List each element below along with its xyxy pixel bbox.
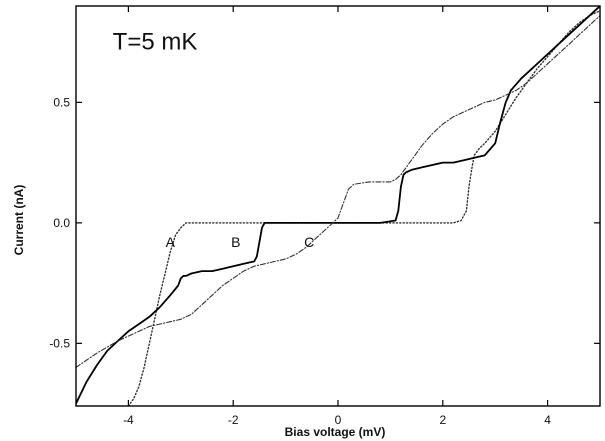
x-tick-label: -2 xyxy=(228,413,239,427)
x-tick-label: 4 xyxy=(544,413,551,427)
y-tick-label: -0.5 xyxy=(49,336,70,350)
y-tick-label: 0.5 xyxy=(53,95,70,109)
series-line-b xyxy=(76,6,600,405)
temperature-annotation: T=5 mK xyxy=(113,28,198,55)
y-tick-label: 0.0 xyxy=(53,216,70,230)
x-tick-label: -4 xyxy=(123,413,134,427)
x-tick-label: 0 xyxy=(335,413,342,427)
y-axis-label: Current (nA) xyxy=(12,185,26,256)
axes: -4 -2 0 2 4 0.5 0.0 -0.5 T=5 mK A B C xyxy=(49,5,601,427)
series-line-c xyxy=(76,15,600,368)
plot-area xyxy=(76,6,600,406)
x-axis-label: Bias voltage (mV) xyxy=(285,425,386,439)
curve-label-a: A xyxy=(166,234,176,250)
x-tick-label: 2 xyxy=(439,413,446,427)
series-group xyxy=(76,6,600,406)
curve-label-b: B xyxy=(231,234,240,250)
curve-label-c: C xyxy=(304,234,314,250)
plot-frame xyxy=(75,5,601,407)
series-line-a xyxy=(127,10,600,406)
